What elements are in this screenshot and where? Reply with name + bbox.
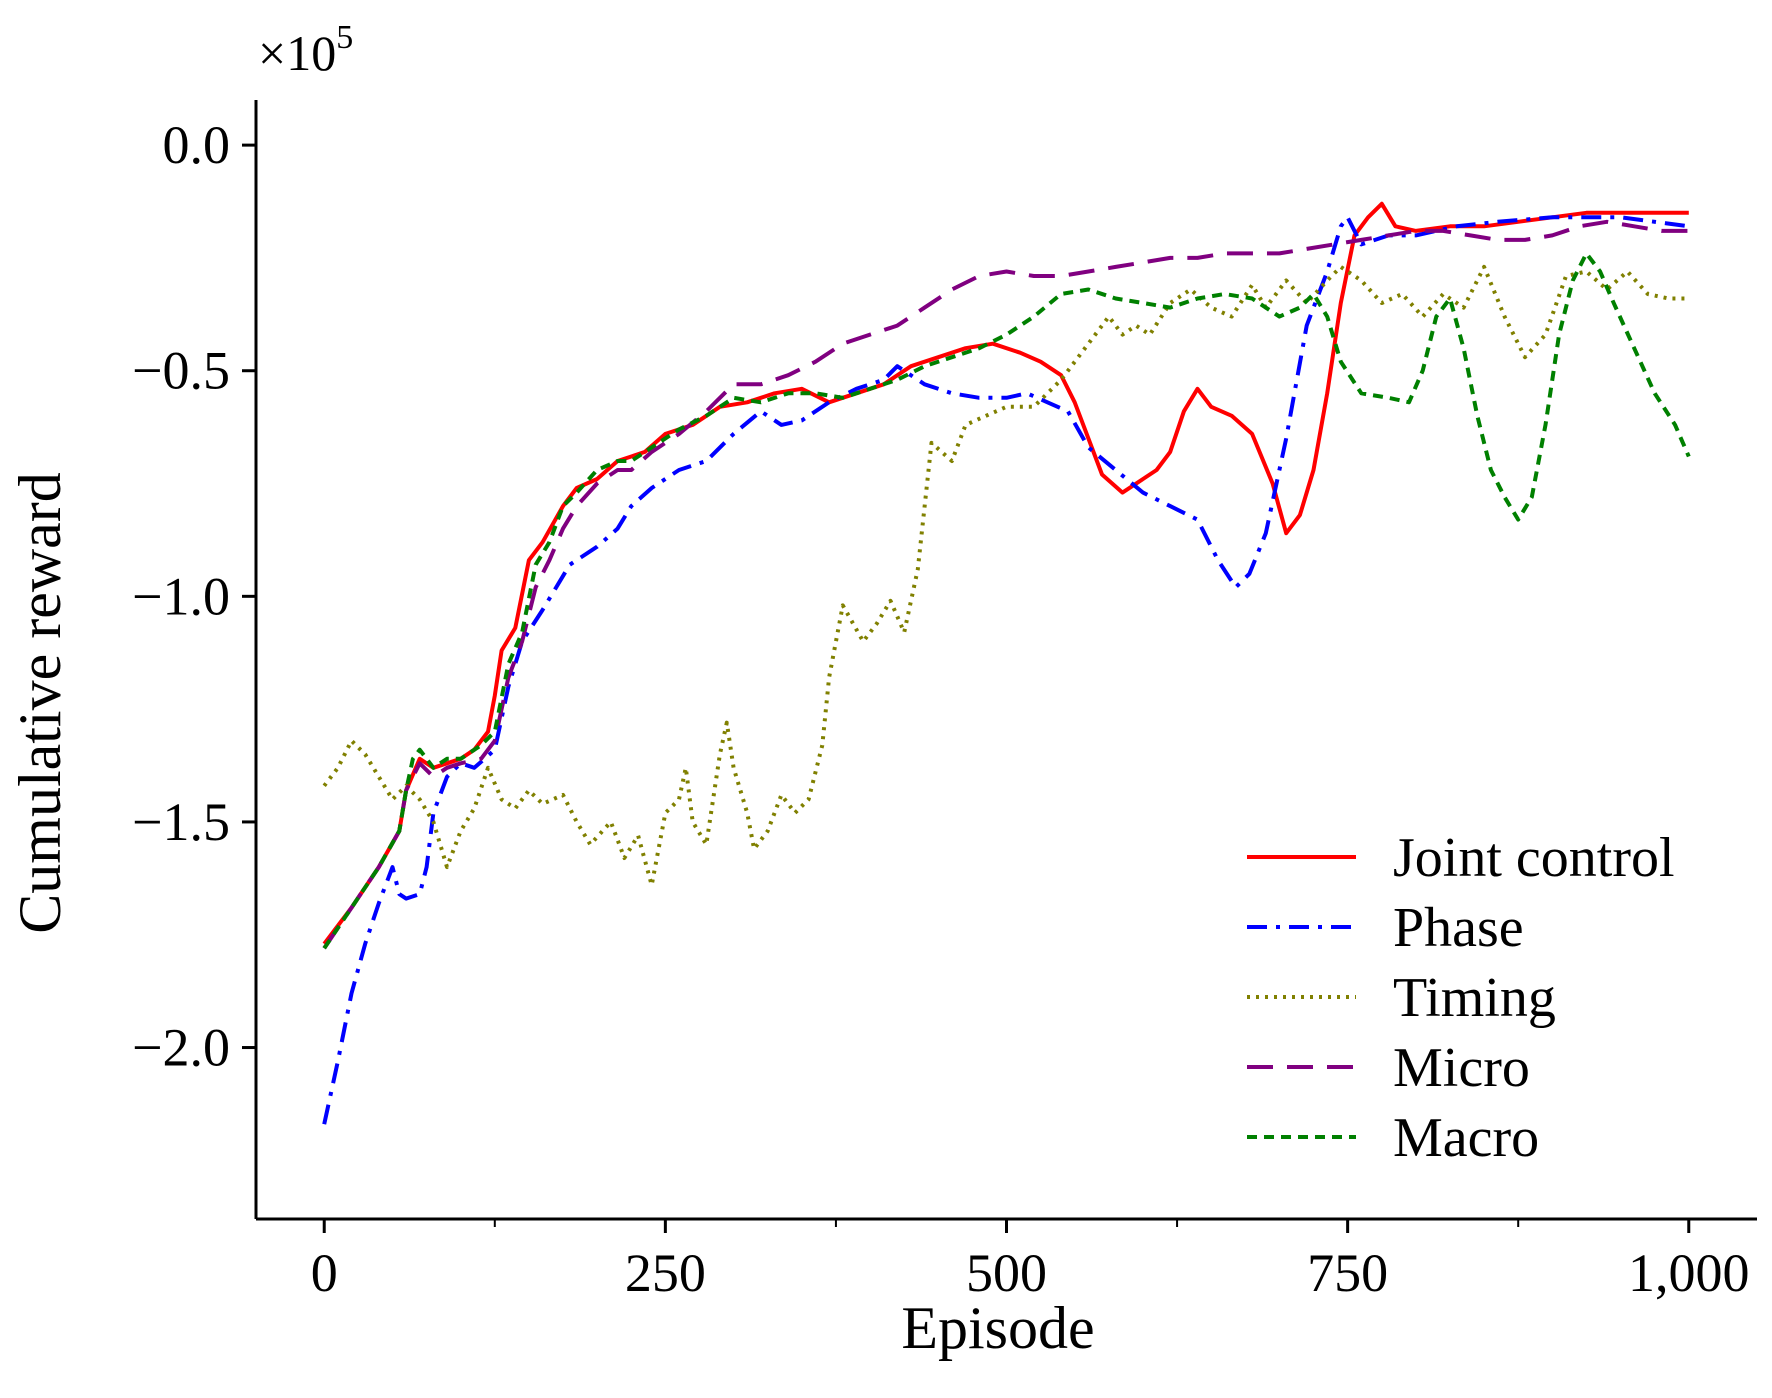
legend-label: Joint control	[1393, 827, 1675, 889]
y-tick-label: 0.0	[163, 115, 231, 175]
legend-label: Micro	[1393, 1037, 1530, 1099]
legend-label: Macro	[1393, 1107, 1539, 1169]
x-tick-label: 500	[966, 1243, 1047, 1303]
series-line-joint-control	[322, 201, 1689, 946]
y-tick-label: −0.5	[132, 341, 230, 401]
y-axis-multiplier-base: ×10	[258, 25, 336, 81]
legend: Joint control Phase Timing Micro Macro	[1247, 827, 1675, 1169]
y-axis-multiplier-exponent: 5	[336, 19, 353, 56]
legend-label: Timing	[1393, 967, 1556, 1029]
y-tick-label: −1.5	[132, 792, 230, 852]
series-line-phase	[322, 215, 1690, 1125]
series-line-macro	[322, 251, 1691, 950]
y-axis-ticks: 0.0 −0.5 −1.0 −1.5 −2.0	[132, 115, 256, 1078]
x-axis-label: Episode	[901, 1295, 1094, 1361]
y-tick-label: −1.0	[132, 566, 230, 626]
x-axis-ticks: 0 250 500 750 1,000	[311, 1219, 1750, 1303]
series-line-micro	[322, 219, 1689, 950]
series-line-timing	[322, 264, 1689, 888]
y-tick-label: −2.0	[132, 1018, 230, 1078]
x-tick-label: 0	[311, 1243, 338, 1303]
y-axis-multiplier: ×105	[258, 19, 353, 81]
legend-label: Phase	[1393, 897, 1524, 959]
x-tick-label: 250	[625, 1243, 706, 1303]
x-tick-label: 1,000	[1628, 1243, 1750, 1303]
y-axis-label: Cumulative reward	[7, 472, 73, 934]
plot-area	[322, 201, 1691, 1125]
x-tick-label: 750	[1307, 1243, 1388, 1303]
